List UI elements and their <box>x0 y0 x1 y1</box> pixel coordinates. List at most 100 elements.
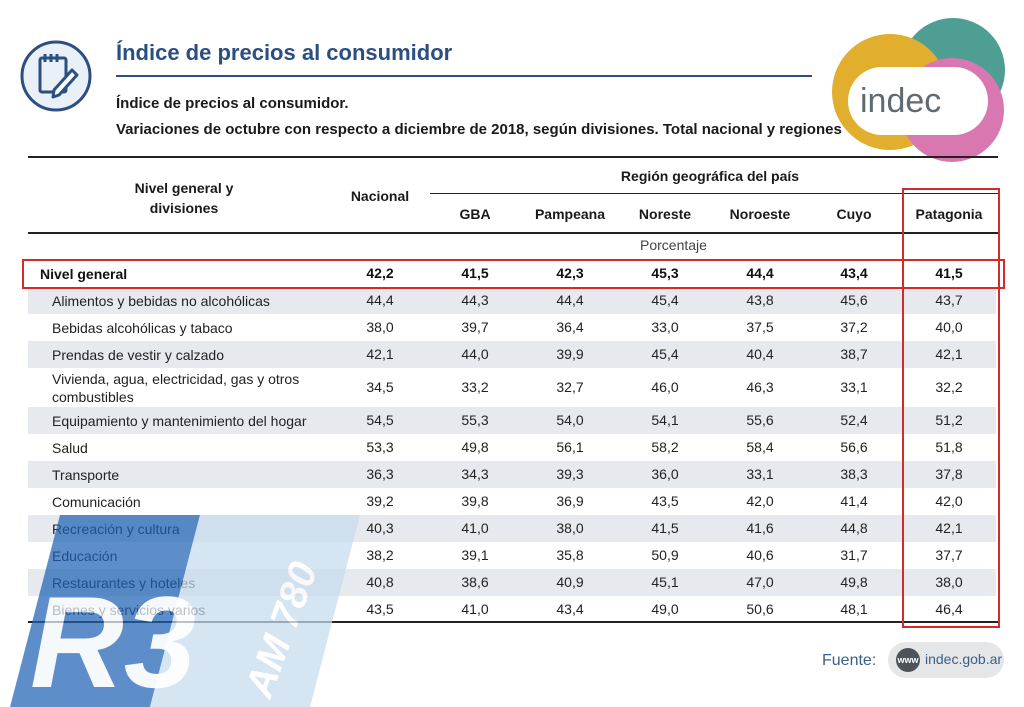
cell-noroeste: 40,4 <box>746 345 774 362</box>
highlight-patagonia-column <box>902 188 1000 628</box>
cell-patagonia: 40,0 <box>935 318 963 335</box>
cell-pampeana: 36,9 <box>556 492 584 509</box>
col-header-label-line2: divisiones <box>149 200 219 216</box>
cell-noreste: 45,4 <box>651 291 679 308</box>
cell-cuyo: 44,8 <box>840 519 868 536</box>
table-subtitle: Variaciones de octubre con respecto a di… <box>116 121 842 138</box>
row-label: Comunicación <box>52 493 141 511</box>
cell-cuyo: 38,7 <box>840 345 868 362</box>
watermark-text1: R3 <box>30 569 196 707</box>
cell-patagonia: 42,0 <box>935 492 963 509</box>
col-header-label: Nivel general y divisiones <box>104 178 264 218</box>
row-label: Nivel general <box>40 265 127 283</box>
cell-nacional: 40,8 <box>366 573 394 590</box>
cell-cuyo: 48,1 <box>840 600 868 617</box>
region-group-rule <box>430 193 998 194</box>
row-label-line: Equipamiento y mantenimiento del hogar <box>52 413 307 429</box>
table-row: Salud 53,3 49,8 56,1 58,2 58,4 56,6 51,8 <box>28 434 996 461</box>
cell-nacional: 36,3 <box>366 465 394 482</box>
unit-label: Porcentaje <box>640 237 707 253</box>
notepad-pencil-icon <box>20 40 92 112</box>
cell-nacional: 53,3 <box>366 438 394 455</box>
cell-gba: 41,0 <box>461 600 489 617</box>
col-header-region-group: Región geográfica del país <box>620 168 800 184</box>
table-row: Bienes y servicios varios43,541,043,449,… <box>28 596 996 623</box>
cell-gba: 39,7 <box>461 318 489 335</box>
cell-gba: 33,2 <box>461 378 489 395</box>
col-header-pampeana: Pampeana <box>534 206 606 222</box>
cell-cuyo: 43,4 <box>840 264 868 281</box>
cell-nacional: 44,4 <box>366 291 394 308</box>
cell-cuyo: 56,6 <box>840 438 868 455</box>
source-url[interactable]: indec.gob.ar <box>925 651 1003 667</box>
cell-pampeana: 36,4 <box>556 318 584 335</box>
cell-nacional: 38,2 <box>366 546 394 563</box>
www-globe-icon: www <box>896 648 920 672</box>
cell-noroeste: 44,4 <box>746 264 774 281</box>
cell-nacional: 40,3 <box>366 519 394 536</box>
cell-gba: 34,3 <box>461 465 489 482</box>
cell-nacional: 54,5 <box>366 411 394 428</box>
cell-gba: 41,5 <box>461 264 489 281</box>
indec-logo <box>832 18 1005 162</box>
row-label: Transporte <box>52 466 119 484</box>
cell-cuyo: 33,1 <box>840 378 868 395</box>
cell-cuyo: 52,4 <box>840 411 868 428</box>
table-top-rule <box>28 156 998 158</box>
cell-nacional: 43,5 <box>366 600 394 617</box>
cell-noreste: 41,5 <box>651 519 679 536</box>
cell-noroeste: 55,6 <box>746 411 774 428</box>
cell-noreste: 36,0 <box>651 465 679 482</box>
cell-noroeste: 40,6 <box>746 546 774 563</box>
cell-nacional: 38,0 <box>366 318 394 335</box>
col-header-noroeste: Noroeste <box>729 206 791 222</box>
cell-cuyo: 49,8 <box>840 573 868 590</box>
cell-pampeana: 35,8 <box>556 546 584 563</box>
page-title: Índice de precios al consumidor <box>116 40 453 65</box>
row-label: Bebidas alcohólicas y tabaco <box>52 319 233 337</box>
col-header-label-line1: Nivel general y <box>134 180 234 196</box>
cell-gba: 39,1 <box>461 546 489 563</box>
cell-patagonia: 42,1 <box>935 519 963 536</box>
cell-pampeana: 39,9 <box>556 345 584 362</box>
cell-patagonia: 41,5 <box>935 264 963 281</box>
cell-gba: 41,0 <box>461 519 489 536</box>
table-row: Bebidas alcohólicas y tabaco 38,0 39,7 36,4… <box>28 314 996 341</box>
col-header-patagonia: Patagonia <box>915 206 983 222</box>
table-row: Equipamiento y mantenimiento del hogar 54… <box>28 407 996 434</box>
col-header-cuyo: Cuyo <box>836 206 872 222</box>
table-row: Alimentos y bebidas no alcohólicas 44,4 44… <box>28 287 996 314</box>
cell-pampeana: 42,3 <box>556 264 584 281</box>
cell-nacional: 39,2 <box>366 492 394 509</box>
cell-patagonia: 51,2 <box>935 411 963 428</box>
cell-noroeste: 33,1 <box>746 465 774 482</box>
cell-pampeana: 40,9 <box>556 573 584 590</box>
cell-patagonia: 51,8 <box>935 438 963 455</box>
cell-patagonia: 32,2 <box>935 378 963 395</box>
row-label: Salud <box>52 439 88 457</box>
cell-noreste: 45,3 <box>651 264 679 281</box>
cell-gba: 44,0 <box>461 345 489 362</box>
cell-noroeste: 46,3 <box>746 378 774 395</box>
cell-nacional: 42,2 <box>366 264 394 281</box>
row-label-line: Transporte <box>52 467 120 483</box>
cell-pampeana: 44,4 <box>556 291 584 308</box>
header-bottom-rule <box>28 232 998 234</box>
cell-cuyo: 38,3 <box>840 465 868 482</box>
cell-patagonia: 38,0 <box>935 573 963 590</box>
row-label: Vivienda, agua, electricidad, gas y otro… <box>52 370 299 406</box>
table-bottom-rule <box>28 621 998 623</box>
indec-logo-text: indec <box>860 82 942 120</box>
cell-gba: 55,3 <box>461 411 489 428</box>
table-row: Transporte 36,3 34,3 39,3 36,0 33,1 38,3 37,8 <box>28 461 996 488</box>
cell-nacional: 34,5 <box>366 378 394 395</box>
col-header-nacional: Nacional <box>350 188 410 204</box>
cell-pampeana: 32,7 <box>556 378 584 395</box>
row-label: Alimentos y bebidas no alcohólicas <box>52 292 270 310</box>
row-label-line: Vivienda, agua, electricidad, gas y otro… <box>52 371 300 387</box>
table-row: Vivienda, agua, electricidad, gas y otro… <box>28 368 996 407</box>
highlight-total-row <box>22 259 1005 289</box>
cell-noroeste: 47,0 <box>746 573 774 590</box>
r3-am780-watermark: R3 AM 780 <box>10 515 360 707</box>
row-label-line: Salud <box>52 440 88 456</box>
